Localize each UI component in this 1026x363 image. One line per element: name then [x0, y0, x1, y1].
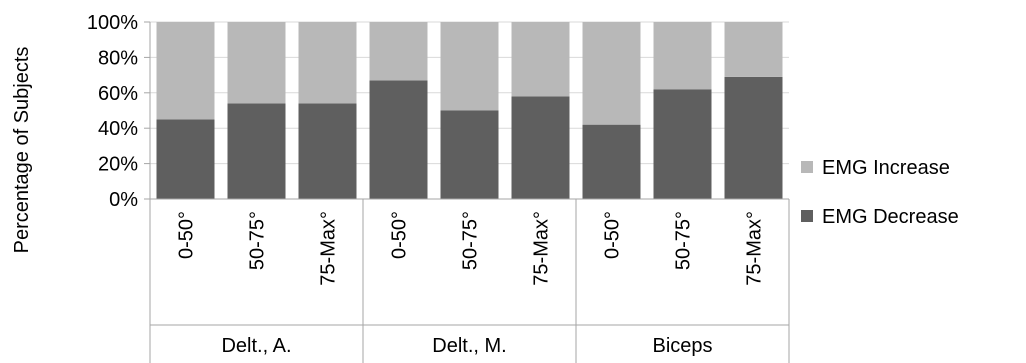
bar-segment-emg-increase — [440, 22, 499, 111]
axes — [144, 21, 790, 363]
bar-segment-emg-increase — [653, 22, 712, 90]
y-tick-label: 100% — [87, 12, 138, 34]
x-tick-label: 75-Max° — [318, 211, 340, 286]
bar-segment-emg-decrease — [582, 124, 641, 199]
bar-segment-emg-increase — [582, 22, 641, 125]
x-tick-label: 50-75° — [460, 211, 482, 270]
bar-segment-emg-decrease — [511, 96, 570, 199]
bar-segment-emg-increase — [298, 22, 357, 104]
bar-segment-emg-decrease — [156, 119, 215, 199]
bars — [156, 22, 783, 199]
legend-swatch — [801, 210, 813, 222]
y-tick-label: 60% — [98, 83, 138, 105]
bar-segment-emg-decrease — [298, 103, 357, 199]
bar-segment-emg-increase — [724, 22, 783, 77]
y-tick-label: 40% — [98, 118, 138, 140]
legend-label: EMG Increase — [822, 157, 950, 179]
y-axis-title: Percentage of Subjects — [11, 47, 33, 254]
y-tick-label: 80% — [98, 47, 138, 69]
bar-segment-emg-increase — [227, 22, 286, 104]
group-labels: Delt., A. Delt., M. Biceps — [221, 335, 712, 357]
legend-label: EMG Decrease — [822, 206, 959, 228]
bar-segment-emg-increase — [369, 22, 428, 81]
x-tick-labels: 0-50° 50-75° 75-Max° 0-50° 50-75° 75-Max° 0-50… — [176, 211, 766, 286]
x-tick-label: 0-50° — [602, 211, 624, 259]
x-tick-label: 0-50° — [176, 211, 198, 259]
x-tick-label: 50-75° — [247, 211, 269, 270]
group-label: Delt., M. — [432, 335, 506, 357]
bar-segment-emg-decrease — [653, 89, 712, 199]
legend: EMG Increase EMG Decrease — [801, 157, 959, 228]
y-tick-label: 0% — [109, 189, 138, 211]
x-tick-label: 0-50° — [389, 211, 411, 259]
y-tick-labels: 0% 20% 40% 60% 80% 100% — [87, 12, 138, 211]
bar-segment-emg-increase — [156, 22, 215, 120]
x-tick-label: 75-Max° — [531, 211, 553, 286]
bar-segment-emg-decrease — [227, 103, 286, 199]
group-label: Delt., A. — [221, 335, 291, 357]
y-tick-label: 20% — [98, 154, 138, 176]
x-tick-label: 75-Max° — [744, 211, 766, 286]
x-tick-label: 50-75° — [673, 211, 695, 270]
bar-segment-emg-increase — [511, 22, 570, 97]
group-label: Biceps — [652, 335, 712, 357]
bar-segment-emg-decrease — [369, 80, 428, 199]
bar-segment-emg-decrease — [440, 110, 499, 199]
bar-segment-emg-decrease — [724, 76, 783, 199]
legend-swatch — [801, 161, 813, 173]
